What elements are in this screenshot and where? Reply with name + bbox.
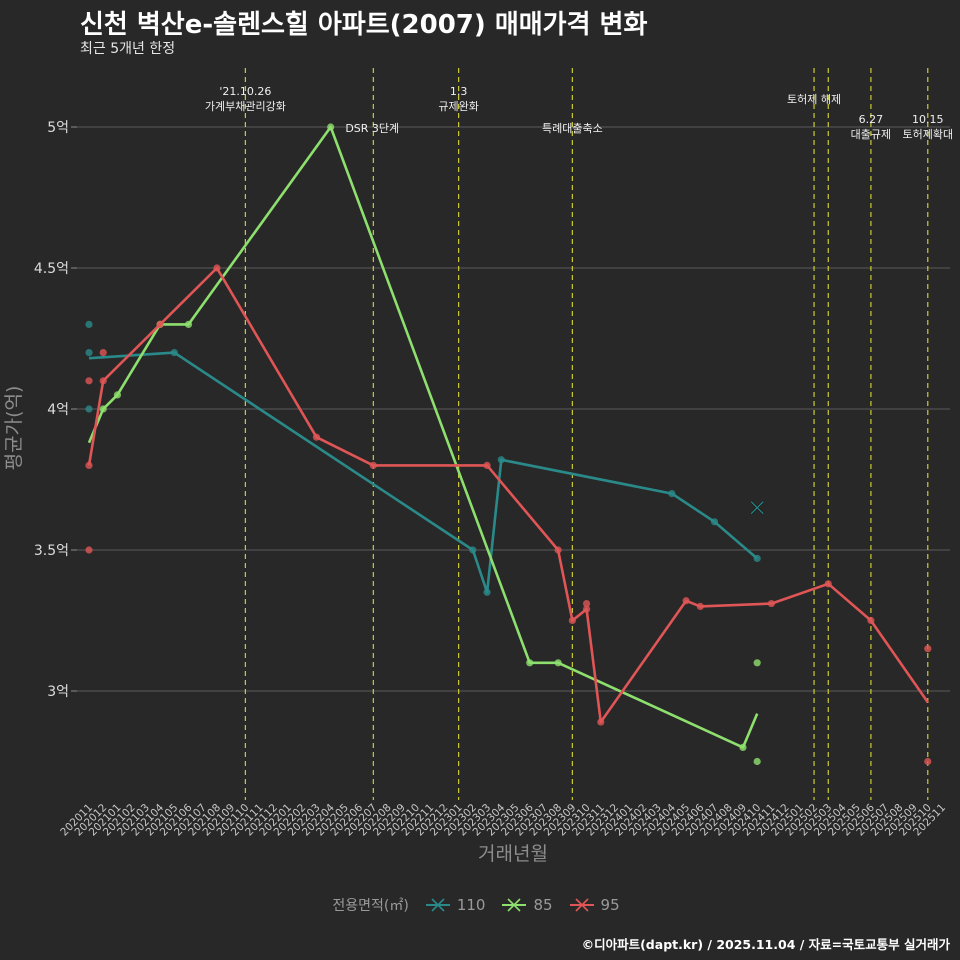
legend-item-95[interactable]: 95 bbox=[569, 895, 628, 915]
series-line-85 bbox=[87, 125, 759, 749]
x-axis-title: 거래년월 bbox=[478, 843, 548, 865]
data-point-95 bbox=[568, 616, 576, 625]
data-point-110 bbox=[710, 518, 719, 526]
data-point-95 bbox=[156, 320, 164, 328]
event-label: 토허제 해제 bbox=[787, 92, 841, 106]
legend-key-95 bbox=[569, 898, 594, 912]
data-point-110 bbox=[469, 546, 477, 554]
event-label: 대출규제 bbox=[851, 128, 891, 141]
series-layer bbox=[85, 123, 932, 766]
y-tick-label: 5억 bbox=[47, 120, 69, 136]
data-point-85 bbox=[554, 659, 562, 667]
data-point-95 bbox=[867, 616, 875, 625]
data-point-85 bbox=[739, 743, 747, 752]
y-axis-title: 평균가(억) bbox=[3, 386, 25, 471]
axis-layer: 3억3.5억4억4.5억5억20201120201220210120210220… bbox=[34, 120, 948, 838]
data-point-95 bbox=[85, 377, 93, 385]
legend-title: 전용면적(㎡) bbox=[332, 898, 409, 914]
event-label: '21.10.26 bbox=[219, 85, 271, 98]
chart-subtitle: 최근 5개년 한정 bbox=[80, 41, 176, 57]
legend-key-85 bbox=[502, 898, 527, 912]
chart-title: 신천 벽산e-솔렌스힐 아파트(2007) 매매가격 변화 bbox=[80, 10, 648, 40]
grid-layer bbox=[77, 126, 950, 692]
legend-label-85: 85 bbox=[533, 896, 553, 914]
data-point-95 bbox=[99, 349, 107, 357]
y-tick-label: 3.5억 bbox=[34, 543, 69, 559]
event-label: 6.27 bbox=[859, 113, 884, 126]
legend-item-85[interactable]: 85 bbox=[501, 895, 560, 915]
data-point-95 bbox=[554, 546, 562, 554]
data-point-95 bbox=[696, 602, 704, 611]
data-point-95 bbox=[369, 461, 377, 469]
data-point-85 bbox=[753, 757, 761, 766]
y-tick-label: 3억 bbox=[47, 684, 69, 700]
event-label: 규제완화 bbox=[438, 100, 478, 113]
data-point-95 bbox=[767, 599, 776, 608]
data-point-110 bbox=[85, 349, 93, 357]
data-point-95 bbox=[312, 433, 321, 441]
data-point-95 bbox=[85, 461, 93, 469]
data-point-85 bbox=[113, 391, 122, 399]
data-point-95 bbox=[924, 645, 932, 653]
event-label: 10.15 bbox=[912, 113, 944, 126]
data-point-95 bbox=[582, 605, 591, 613]
legend-key-110 bbox=[425, 898, 450, 912]
data-point-95 bbox=[99, 377, 107, 385]
legend-item-110[interactable]: 110 bbox=[425, 895, 494, 915]
data-point-85 bbox=[526, 659, 534, 667]
data-point-110 bbox=[483, 588, 491, 596]
data-point-110 bbox=[85, 405, 93, 413]
source-caption: ©디아파트(dapt.kr) / 2025.11.04 / 자료=국토교통부 실… bbox=[581, 937, 950, 952]
data-point-85 bbox=[327, 123, 335, 131]
series-line-95 bbox=[87, 266, 929, 724]
data-point-95 bbox=[924, 757, 932, 766]
event-label: 토허제확대 bbox=[902, 128, 953, 141]
data-point-110 bbox=[753, 554, 761, 563]
legend-label-95: 95 bbox=[600, 896, 620, 914]
data-point-95 bbox=[213, 264, 221, 272]
data-point-110 bbox=[85, 320, 93, 328]
y-tick-label: 4.5억 bbox=[34, 261, 69, 277]
data-point-110 bbox=[170, 349, 178, 357]
data-point-85 bbox=[184, 320, 193, 328]
marker-110 bbox=[750, 501, 764, 515]
data-point-110 bbox=[497, 456, 505, 464]
data-point-110 bbox=[668, 490, 676, 498]
series-line-110 bbox=[88, 351, 759, 594]
data-point-95 bbox=[824, 580, 832, 588]
legend-label-110: 110 bbox=[456, 896, 486, 914]
data-point-85 bbox=[753, 659, 761, 667]
data-point-95 bbox=[682, 597, 690, 605]
data-point-85 bbox=[99, 405, 107, 413]
y-tick-label: 4억 bbox=[47, 402, 69, 418]
event-label: DSR 3단계 bbox=[345, 122, 399, 135]
event-label: 1.3 bbox=[450, 85, 468, 98]
event-label: 가계부채관리강화 bbox=[205, 100, 286, 113]
legend: 전용면적(㎡) 110 85 95 bbox=[0, 895, 960, 915]
data-point-95 bbox=[582, 599, 591, 608]
event-label: 특례대출축소 bbox=[542, 122, 603, 135]
data-point-95 bbox=[597, 718, 605, 726]
data-point-95 bbox=[483, 461, 491, 469]
data-point-95 bbox=[85, 546, 93, 554]
